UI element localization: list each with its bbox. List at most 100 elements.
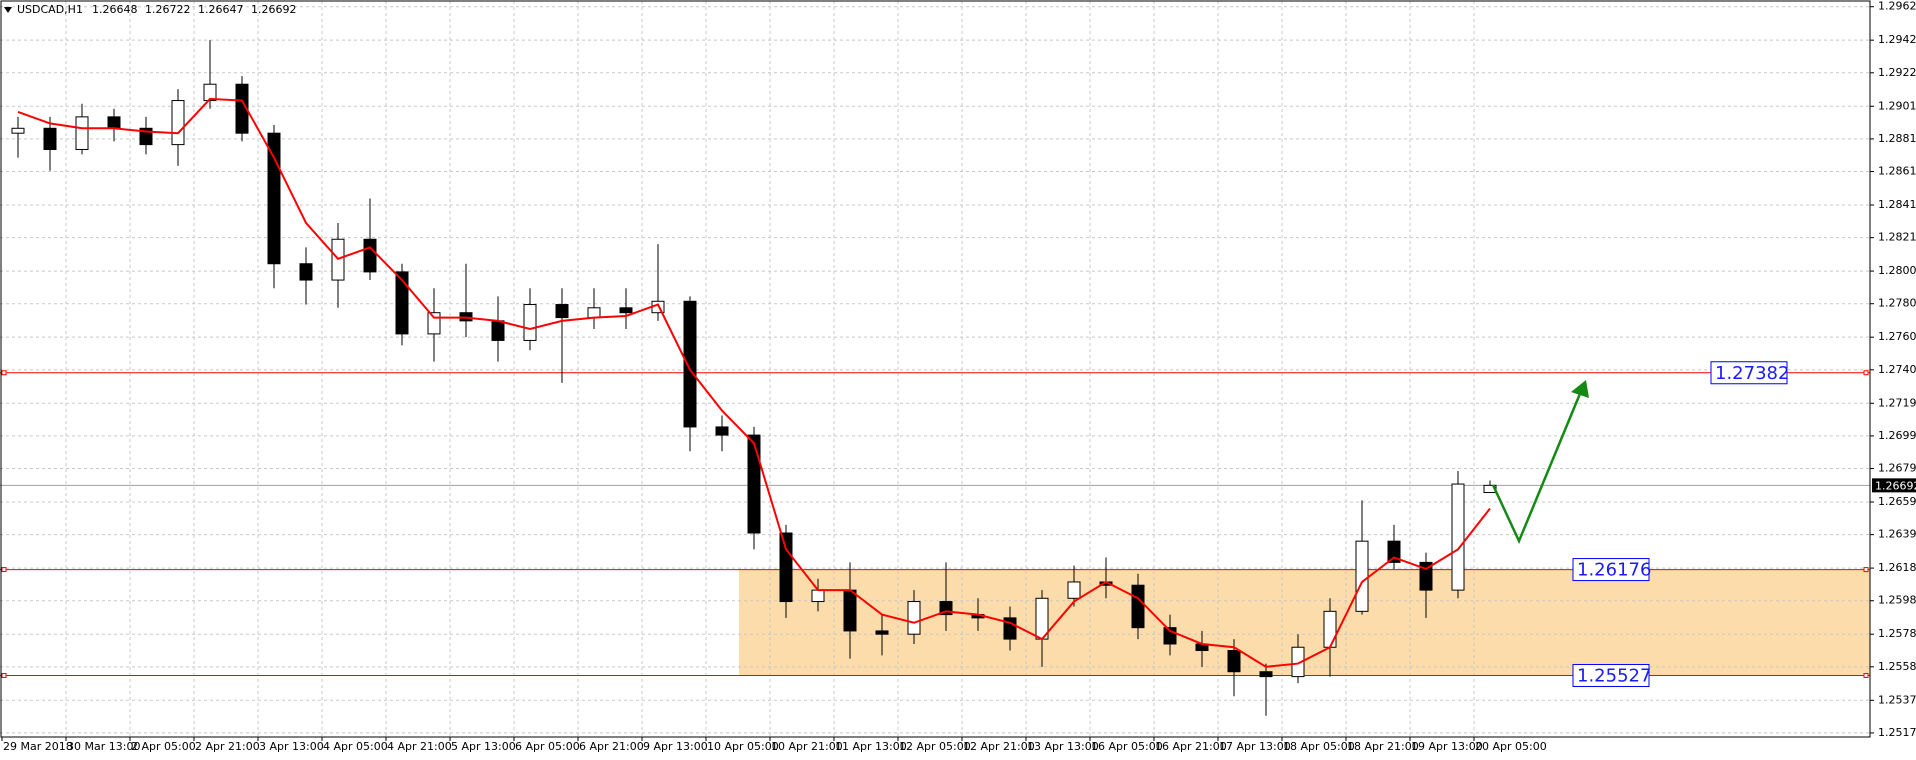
level-label: 1.26176 [1577, 560, 1651, 581]
candle-body [235, 83, 249, 134]
plot-frame [0, 0, 1871, 738]
candle-body [683, 300, 697, 428]
x-tick-label: 11 Apr 13:00 [835, 740, 907, 753]
candle-body [907, 601, 921, 635]
levels-layer [0, 370, 1870, 678]
x-tick-label: 4 Apr 05:00 [323, 740, 388, 753]
level-label-box [1572, 663, 1650, 687]
header-close: 1.26692 [251, 3, 297, 16]
y-tick-label: 1.28815 [1878, 132, 1916, 145]
x-tick-label: 12 Apr 21:00 [963, 740, 1035, 753]
chart-title: USDCAD,H1 [17, 3, 83, 16]
y-tick-label: 1.29420 [1878, 33, 1916, 46]
x-tick-label: 10 Apr 21:00 [771, 740, 843, 753]
y-tick-label: 1.25375 [1878, 693, 1916, 706]
y-tick-label: 1.26185 [1878, 561, 1916, 574]
candle-body [1355, 540, 1369, 612]
x-tick-label: 10 Apr 05:00 [707, 740, 779, 753]
candle-body [299, 263, 313, 281]
candle-body [1067, 581, 1081, 599]
y-tick-label: 1.25985 [1878, 594, 1916, 607]
level-handle [1863, 672, 1869, 678]
y-tick-label: 1.28210 [1878, 231, 1916, 244]
level-handle [1, 370, 7, 376]
y-tick-label: 1.25580 [1878, 660, 1916, 673]
forecast-arrowhead [1571, 380, 1589, 398]
moving-average [17, 97, 1491, 668]
candle-body [619, 307, 633, 314]
candle-body [363, 238, 377, 273]
candle-body [875, 630, 889, 635]
y-tick-label: 1.28410 [1878, 198, 1916, 211]
y-tick-label: 1.27195 [1878, 396, 1916, 409]
x-tick-label: 18 Apr 21:00 [1347, 740, 1419, 753]
level-handle [1, 672, 7, 678]
candle-body [587, 307, 601, 319]
y-tick-label: 1.26995 [1878, 429, 1916, 442]
level-handle [1863, 370, 1869, 376]
x-tick-label: 20 Apr 05:00 [1475, 740, 1547, 753]
y-tick-label: 1.25175 [1878, 726, 1916, 739]
y-tick-label: 1.27805 [1878, 297, 1916, 310]
header-high: 1.26722 [145, 3, 191, 16]
y-tick-label: 1.26390 [1878, 528, 1916, 541]
x-tick-label: 2 Apr 05:00 [131, 740, 196, 753]
forecast-arrow [1491, 383, 1586, 545]
candle-body [523, 304, 537, 341]
candle-body [11, 127, 25, 134]
level-label-box [1572, 558, 1650, 582]
menu-triangle[interactable] [4, 7, 12, 13]
y-tick-label: 1.29015 [1878, 99, 1916, 112]
level-label: 1.27382 [1715, 363, 1789, 384]
candle-body [747, 434, 761, 534]
x-tick-label: 9 Apr 13:00 [643, 740, 708, 753]
x-tick-label: 6 Apr 05:00 [515, 740, 580, 753]
candle-body [715, 426, 729, 436]
y-tick-label: 1.26590 [1878, 495, 1916, 508]
y-tick-label: 1.25780 [1878, 627, 1916, 640]
candle-body [491, 320, 505, 341]
y-tick-label: 1.27400 [1878, 363, 1916, 376]
x-tick-label: 4 Apr 21:00 [387, 740, 452, 753]
header-low: 1.26647 [198, 3, 244, 16]
y-tick-label: 1.26795 [1878, 462, 1916, 475]
candle-body [395, 271, 409, 335]
x-tick-label: 5 Apr 13:00 [451, 740, 516, 753]
x-tick-label: 16 Apr 05:00 [1091, 740, 1163, 753]
candle-body [1227, 650, 1241, 673]
x-tick-label: 13 Apr 13:00 [1027, 740, 1099, 753]
candle-body [843, 589, 857, 632]
candle-body [427, 312, 441, 335]
candle-body [75, 116, 89, 151]
x-tick-label: 12 Apr 05:00 [899, 740, 971, 753]
candle-body [811, 589, 825, 603]
candle-body [203, 83, 217, 102]
x-tick-label: 29 Mar 2018 [3, 740, 73, 753]
candle-body [1419, 561, 1433, 591]
x-tick-label: 17 Apr 13:00 [1219, 740, 1291, 753]
y-tick-label: 1.29220 [1878, 66, 1916, 79]
candle-body [107, 116, 121, 129]
x-tick-label: 18 Apr 05:00 [1283, 740, 1355, 753]
level-handle [1863, 567, 1869, 573]
candles-layer [11, 40, 1497, 716]
candle-body [1259, 671, 1273, 678]
level-handle [1, 567, 7, 573]
candle-body [43, 127, 57, 151]
candle-body [1131, 584, 1145, 629]
level-label-box [1710, 361, 1788, 385]
x-tick-label: 6 Apr 21:00 [579, 740, 644, 753]
x-tick-label: 16 Apr 21:00 [1155, 740, 1227, 753]
y-tick-label: 1.27600 [1878, 330, 1916, 343]
candle-body [267, 132, 281, 265]
x-tick-label: 30 Mar 13:00 [67, 740, 140, 753]
grid-layer [0, 1, 1870, 737]
header-open: 1.26648 [92, 3, 138, 16]
level-label: 1.25527 [1577, 665, 1651, 686]
current-price-label: 1.26692 [1875, 479, 1916, 492]
x-tick-label: 19 Apr 13:00 [1411, 740, 1483, 753]
y-tick-label: 1.29625 [1878, 0, 1916, 13]
y-tick-label: 1.28005 [1878, 264, 1916, 277]
y-tick-label: 1.28615 [1878, 165, 1916, 178]
